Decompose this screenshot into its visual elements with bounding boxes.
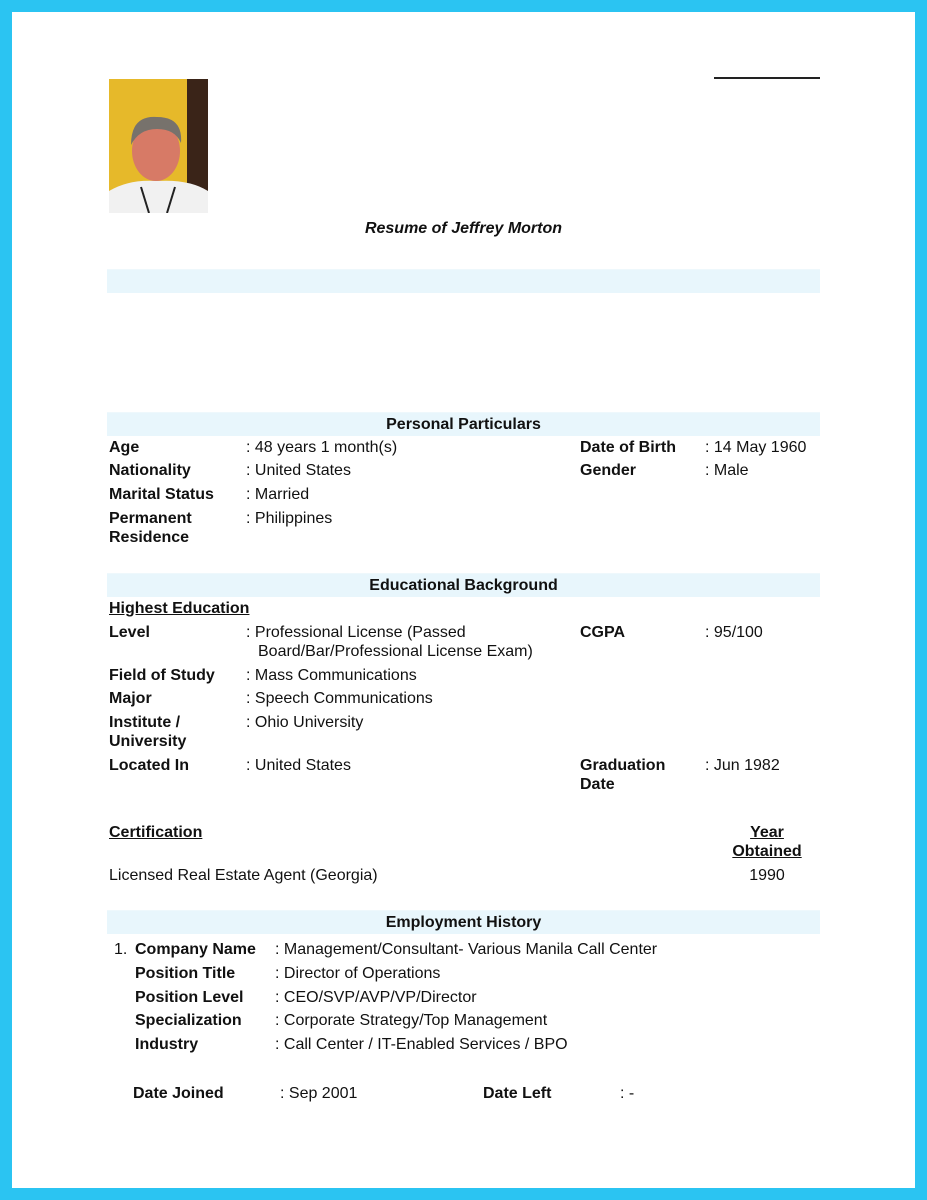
section-heading: Personal Particulars bbox=[386, 416, 541, 433]
value: : Call Center / IT-Enabled Services / BP… bbox=[275, 1036, 568, 1053]
certification: Licensed Real Estate Agent (Georgia) bbox=[109, 867, 378, 884]
value: : Management/Consultant- Various Manila … bbox=[275, 941, 658, 958]
label: Field of Study bbox=[109, 667, 215, 684]
section-education: Educational Background bbox=[107, 573, 820, 597]
value: : Speech Communications bbox=[246, 690, 433, 707]
label: Nationality bbox=[109, 462, 191, 479]
label: Age bbox=[109, 439, 140, 456]
label: Institute / bbox=[109, 714, 181, 731]
resume-title: Resume of Jeffrey Morton bbox=[364, 220, 563, 237]
value: : Philippines bbox=[246, 510, 333, 527]
label: Residence bbox=[109, 529, 190, 546]
label: Position Level bbox=[135, 989, 244, 1006]
certification-year: 1990 bbox=[749, 867, 785, 884]
value: : Jun 1982 bbox=[705, 757, 780, 774]
value: : Sep 2001 bbox=[280, 1085, 358, 1102]
value: Board/Bar/Professional License Exam) bbox=[258, 643, 533, 660]
label: Marital Status bbox=[109, 486, 214, 503]
value: : Corporate Strategy/Top Management bbox=[275, 1012, 548, 1029]
value: : United States bbox=[246, 757, 351, 774]
value: : Professional License (Passed bbox=[246, 624, 466, 641]
label: Industry bbox=[135, 1036, 199, 1053]
value: : Director of Operations bbox=[275, 965, 441, 982]
value: : 95/100 bbox=[705, 624, 763, 641]
label: Date bbox=[580, 776, 615, 793]
label: Date Joined bbox=[133, 1085, 224, 1102]
blank-band bbox=[107, 269, 820, 293]
label: Level bbox=[109, 624, 150, 641]
section-personal: Personal Particulars bbox=[107, 412, 820, 436]
value: : United States bbox=[246, 462, 351, 479]
label: Located In bbox=[109, 757, 190, 774]
subheading: Certification bbox=[109, 824, 203, 841]
value: : CEO/SVP/AVP/VP/Director bbox=[275, 989, 477, 1006]
label: University bbox=[109, 733, 187, 750]
label: Date Left bbox=[483, 1085, 552, 1102]
label: Permanent bbox=[109, 510, 192, 527]
section-heading: Employment History bbox=[385, 914, 542, 931]
value: : Married bbox=[246, 486, 310, 503]
section-employment: Employment History bbox=[107, 910, 820, 934]
label: Position Title bbox=[135, 965, 236, 982]
profile-photo bbox=[109, 79, 208, 213]
signature-line bbox=[714, 77, 820, 79]
value: : Ohio University bbox=[246, 714, 364, 731]
list-number: 1. bbox=[114, 941, 128, 958]
label: CGPA bbox=[580, 624, 626, 641]
value: : Male bbox=[705, 462, 749, 479]
value: : 48 years 1 month(s) bbox=[246, 439, 398, 456]
label: Major bbox=[109, 690, 152, 707]
column-heading: Year bbox=[750, 824, 784, 841]
label: Gender bbox=[580, 462, 637, 479]
column-heading: Obtained bbox=[732, 843, 802, 860]
section-heading: Educational Background bbox=[369, 577, 558, 594]
value: : - bbox=[620, 1085, 635, 1102]
label: Specialization bbox=[135, 1012, 242, 1029]
label: Date of Birth bbox=[580, 439, 676, 456]
label: Graduation bbox=[580, 757, 666, 774]
label: Company Name bbox=[135, 941, 256, 958]
value: : Mass Communications bbox=[246, 667, 417, 684]
value: : 14 May 1960 bbox=[705, 439, 807, 456]
subheading: Highest Education bbox=[109, 600, 250, 617]
resume-page: Resume of Jeffrey Morton Personal Partic… bbox=[12, 12, 915, 1188]
